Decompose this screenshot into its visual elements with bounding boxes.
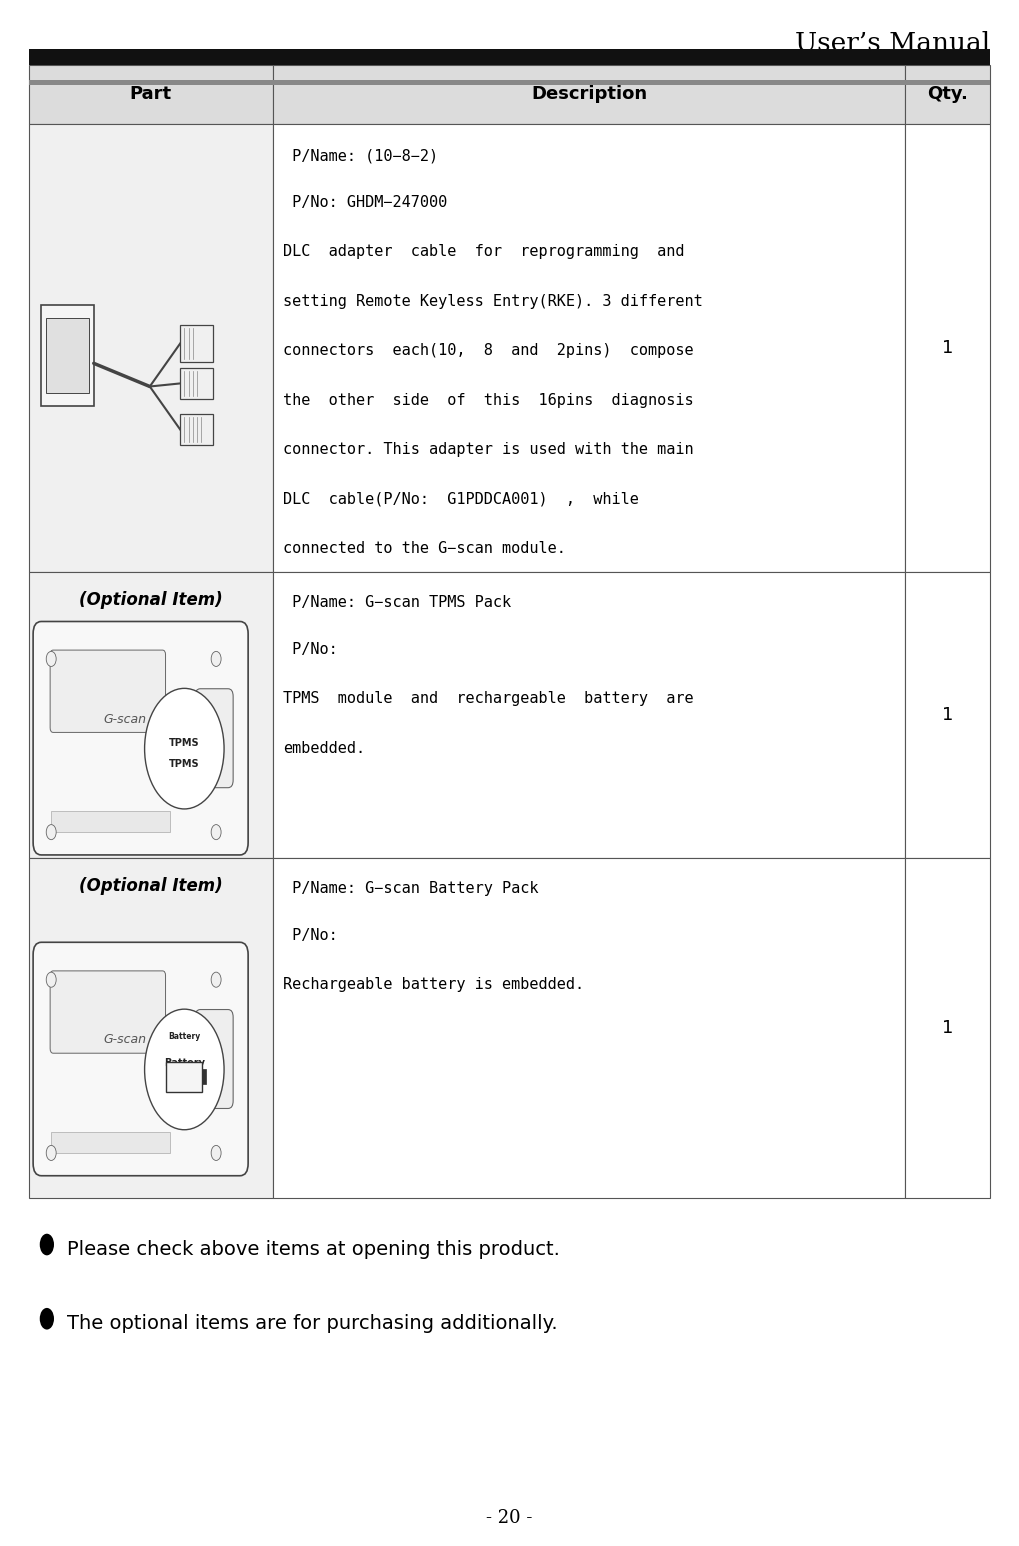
Text: TPMS  module  and  rechargeable  battery  are: TPMS module and rechargeable battery are xyxy=(283,691,694,707)
Circle shape xyxy=(145,1010,224,1130)
Text: P/No: GHDM−247000: P/No: GHDM−247000 xyxy=(283,195,447,210)
Text: G-scan: G-scan xyxy=(103,713,146,725)
Circle shape xyxy=(40,1308,54,1330)
Bar xyxy=(180,414,213,445)
Text: TPMS: TPMS xyxy=(169,759,200,768)
Text: The optional items are for purchasing additionally.: The optional items are for purchasing ad… xyxy=(67,1314,557,1333)
Bar xyxy=(905,858,990,1198)
Text: Battery: Battery xyxy=(164,1059,205,1068)
Bar xyxy=(180,325,213,362)
Bar xyxy=(273,124,905,572)
Text: User’s Manual: User’s Manual xyxy=(796,31,990,56)
Bar xyxy=(29,124,273,572)
Bar xyxy=(29,572,273,858)
Text: 1: 1 xyxy=(942,339,954,357)
Circle shape xyxy=(46,651,56,666)
Text: embedded.: embedded. xyxy=(283,741,366,756)
FancyBboxPatch shape xyxy=(195,1010,233,1108)
Circle shape xyxy=(211,972,221,988)
Text: (Optional Item): (Optional Item) xyxy=(78,877,223,895)
Text: P/Name: (10−8−2): P/Name: (10−8−2) xyxy=(283,148,438,164)
Bar xyxy=(273,858,905,1198)
Text: P/No:: P/No: xyxy=(283,928,338,943)
Text: TPMS: TPMS xyxy=(169,737,200,748)
Text: connector. This adapter is used with the main: connector. This adapter is used with the… xyxy=(283,442,694,458)
Bar xyxy=(905,572,990,858)
Bar xyxy=(202,1070,206,1084)
Circle shape xyxy=(46,1146,56,1161)
Text: Description: Description xyxy=(531,85,647,104)
Bar xyxy=(51,1132,170,1153)
Text: P/Name: G−scan Battery Pack: P/Name: G−scan Battery Pack xyxy=(283,881,539,897)
FancyBboxPatch shape xyxy=(33,621,249,855)
Bar xyxy=(905,65,990,124)
Text: Please check above items at opening this product.: Please check above items at opening this… xyxy=(67,1240,560,1258)
Text: G-scan: G-scan xyxy=(103,1033,146,1047)
Bar xyxy=(273,572,905,858)
Text: 1: 1 xyxy=(942,707,954,724)
Circle shape xyxy=(46,972,56,988)
Bar xyxy=(273,65,905,124)
Text: - 20 -: - 20 - xyxy=(486,1509,533,1527)
Bar xyxy=(41,306,94,405)
Text: Rechargeable battery is embedded.: Rechargeable battery is embedded. xyxy=(283,977,585,993)
Text: the  other  side  of  this  16pins  diagnosis: the other side of this 16pins diagnosis xyxy=(283,393,694,408)
Text: Qty.: Qty. xyxy=(927,85,968,104)
Bar xyxy=(905,124,990,572)
Text: P/No:: P/No: xyxy=(283,642,338,657)
Circle shape xyxy=(211,651,221,666)
Text: connectors  each(10,  8  and  2pins)  compose: connectors each(10, 8 and 2pins) compose xyxy=(283,343,694,359)
Bar xyxy=(166,1062,202,1091)
Bar xyxy=(29,858,273,1198)
Text: (Optional Item): (Optional Item) xyxy=(78,591,223,609)
Circle shape xyxy=(211,824,221,839)
Text: P/Name: G−scan TPMS Pack: P/Name: G−scan TPMS Pack xyxy=(283,595,512,611)
Bar xyxy=(180,368,213,399)
Bar xyxy=(29,80,990,85)
Text: 1: 1 xyxy=(942,1019,954,1037)
Circle shape xyxy=(211,1146,221,1161)
Bar xyxy=(46,317,89,394)
Text: Part: Part xyxy=(129,85,172,104)
Circle shape xyxy=(46,824,56,839)
Text: setting Remote Keyless Entry(RKE). 3 different: setting Remote Keyless Entry(RKE). 3 dif… xyxy=(283,294,703,309)
Bar xyxy=(29,65,273,124)
FancyBboxPatch shape xyxy=(33,943,249,1177)
FancyBboxPatch shape xyxy=(50,651,165,733)
FancyBboxPatch shape xyxy=(195,690,233,788)
Text: connected to the G−scan module.: connected to the G−scan module. xyxy=(283,541,567,557)
Circle shape xyxy=(145,688,224,809)
Bar xyxy=(51,812,170,832)
Text: DLC  adapter  cable  for  reprogramming  and: DLC adapter cable for reprogramming and xyxy=(283,244,685,260)
Bar xyxy=(29,49,990,65)
FancyBboxPatch shape xyxy=(50,971,165,1053)
Circle shape xyxy=(40,1234,54,1255)
Text: Battery: Battery xyxy=(168,1031,201,1040)
Text: DLC  cable(P/No:  G1PDDCA001)  ,  while: DLC cable(P/No: G1PDDCA001) , while xyxy=(283,492,639,507)
